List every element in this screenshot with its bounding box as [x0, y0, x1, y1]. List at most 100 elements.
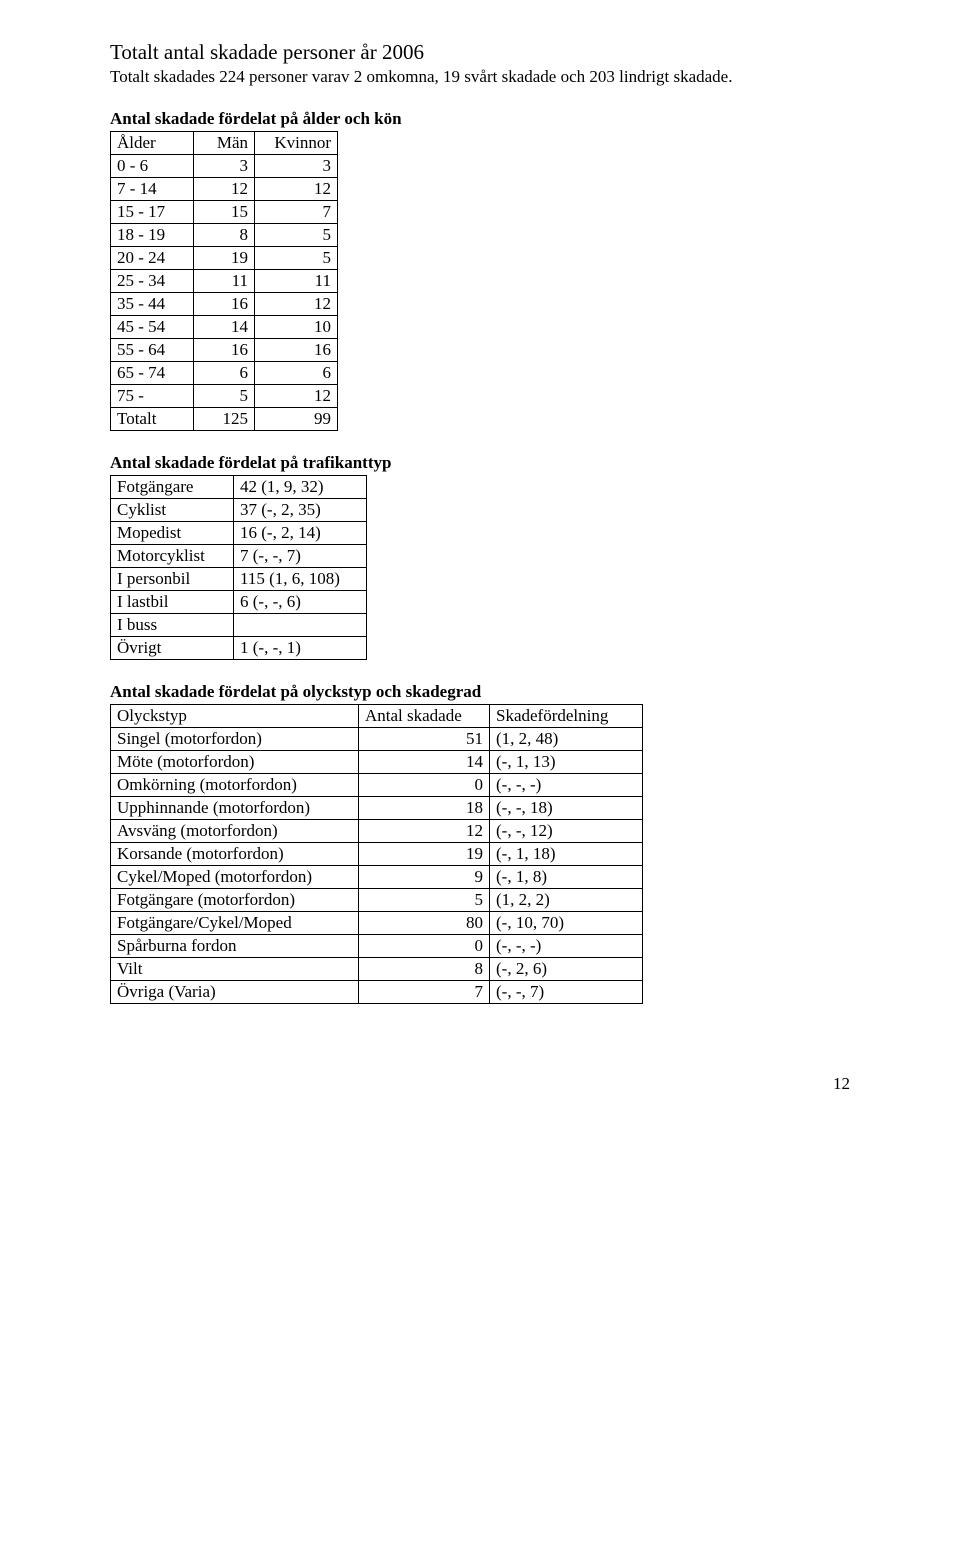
- table-cell: 16: [255, 339, 338, 362]
- table-cell: 3: [255, 155, 338, 178]
- table-cell: 5: [255, 224, 338, 247]
- table-cell: (-, -, -): [490, 935, 643, 958]
- table-row: 25 - 341111: [111, 270, 338, 293]
- table-cell: 51: [359, 728, 490, 751]
- table-row: 15 - 17157: [111, 201, 338, 224]
- table3-header: Antal skadade: [359, 705, 490, 728]
- table-cell: 19: [359, 843, 490, 866]
- table-row: Möte (motorfordon)14(-, 1, 13): [111, 751, 643, 774]
- table-row: Fotgängare42 (1, 9, 32): [111, 476, 367, 499]
- table-cell: Avsväng (motorfordon): [111, 820, 359, 843]
- table-cell: 80: [359, 912, 490, 935]
- table-cell: 7: [255, 201, 338, 224]
- table-cell: 12: [255, 293, 338, 316]
- table-row: Cykel/Moped (motorfordon)9(-, 1, 8): [111, 866, 643, 889]
- table-cell: 18: [359, 797, 490, 820]
- table-cell: 45 - 54: [111, 316, 194, 339]
- table-cell: 6 (-, -, 6): [234, 591, 367, 614]
- table-cell: 55 - 64: [111, 339, 194, 362]
- table-cell: 65 - 74: [111, 362, 194, 385]
- table-cell: 20 - 24: [111, 247, 194, 270]
- table-cell: 3: [194, 155, 255, 178]
- table-cell: 125: [194, 408, 255, 431]
- table-cell: 14: [359, 751, 490, 774]
- table-cell: 37 (-, 2, 35): [234, 499, 367, 522]
- table-cell: (-, -, 12): [490, 820, 643, 843]
- table-cell: Möte (motorfordon): [111, 751, 359, 774]
- table3-heading: Antal skadade fördelat på olyckstyp och …: [110, 682, 850, 702]
- table-cell: Fotgängare/Cykel/Moped: [111, 912, 359, 935]
- table-cell: Singel (motorfordon): [111, 728, 359, 751]
- table-cell: (-, 1, 18): [490, 843, 643, 866]
- table1-heading: Antal skadade fördelat på ålder och kön: [110, 109, 850, 129]
- table-cell: 42 (1, 9, 32): [234, 476, 367, 499]
- table-cell: 6: [255, 362, 338, 385]
- table-cell: 12: [255, 178, 338, 201]
- table-cell: 11: [255, 270, 338, 293]
- table3-header: Olyckstyp: [111, 705, 359, 728]
- table-row: Totalt12599: [111, 408, 338, 431]
- table-cell: 16: [194, 339, 255, 362]
- table-cell: 99: [255, 408, 338, 431]
- table-cell: (-, 1, 13): [490, 751, 643, 774]
- table-row: Spårburna fordon0(-, -, -): [111, 935, 643, 958]
- table-cell: Totalt: [111, 408, 194, 431]
- table-cell: 0: [359, 935, 490, 958]
- table-cell: 16: [194, 293, 255, 316]
- table-cell: [234, 614, 367, 637]
- table-cell: Cyklist: [111, 499, 234, 522]
- table-cell: 115 (1, 6, 108): [234, 568, 367, 591]
- table-cell: 75 -: [111, 385, 194, 408]
- table-cell: Fotgängare: [111, 476, 234, 499]
- table2-heading: Antal skadade fördelat på trafikanttyp: [110, 453, 850, 473]
- table-cell: 18 - 19: [111, 224, 194, 247]
- table-cell: 7 - 14: [111, 178, 194, 201]
- table-row: Omkörning (motorfordon)0(-, -, -): [111, 774, 643, 797]
- table-cell: 9: [359, 866, 490, 889]
- table-cell: Korsande (motorfordon): [111, 843, 359, 866]
- table-cell: (-, 10, 70): [490, 912, 643, 935]
- table-cell: 25 - 34: [111, 270, 194, 293]
- table-row: Korsande (motorfordon)19(-, 1, 18): [111, 843, 643, 866]
- table-cell: Omkörning (motorfordon): [111, 774, 359, 797]
- table-age-gender: ÅlderMänKvinnor0 - 6337 - 14121215 - 171…: [110, 131, 338, 431]
- table-cell: Cykel/Moped (motorfordon): [111, 866, 359, 889]
- page-number: 12: [110, 1074, 850, 1094]
- table-cell: 8: [359, 958, 490, 981]
- table-cell: Upphinnande (motorfordon): [111, 797, 359, 820]
- table-row: Mopedist16 (-, 2, 14): [111, 522, 367, 545]
- table-row: 20 - 24195: [111, 247, 338, 270]
- table-cell: 0: [359, 774, 490, 797]
- table-cell: Övriga (Varia): [111, 981, 359, 1004]
- table-cell: 6: [194, 362, 255, 385]
- table-cell: 35 - 44: [111, 293, 194, 316]
- table-cell: 1 (-, -, 1): [234, 637, 367, 660]
- table-row: 65 - 7466: [111, 362, 338, 385]
- table-cell: 5: [359, 889, 490, 912]
- table-cell: Motorcyklist: [111, 545, 234, 568]
- table-trafikanttyp: Fotgängare42 (1, 9, 32)Cyklist37 (-, 2, …: [110, 475, 367, 660]
- table-cell: 15: [194, 201, 255, 224]
- table-row: Singel (motorfordon)51(1, 2, 48): [111, 728, 643, 751]
- table-cell: I buss: [111, 614, 234, 637]
- table-row: I lastbil6 (-, -, 6): [111, 591, 367, 614]
- table3-header: Skadefördelning: [490, 705, 643, 728]
- table-cell: (-, -, 18): [490, 797, 643, 820]
- table-row: Fotgängare/Cykel/Moped80(-, 10, 70): [111, 912, 643, 935]
- table-row: 18 - 1985: [111, 224, 338, 247]
- table-cell: 0 - 6: [111, 155, 194, 178]
- table-row: Fotgängare (motorfordon)5(1, 2, 2): [111, 889, 643, 912]
- table-row: Avsväng (motorfordon)12(-, -, 12): [111, 820, 643, 843]
- table-cell: 10: [255, 316, 338, 339]
- table-cell: (1, 2, 2): [490, 889, 643, 912]
- table-row: Övriga (Varia)7(-, -, 7): [111, 981, 643, 1004]
- table-cell: (-, 2, 6): [490, 958, 643, 981]
- table1-header: Ålder: [111, 132, 194, 155]
- table-cell: 8: [194, 224, 255, 247]
- table-row: I buss: [111, 614, 367, 637]
- table-row: 45 - 541410: [111, 316, 338, 339]
- table-row: I personbil115 (1, 6, 108): [111, 568, 367, 591]
- table-cell: Mopedist: [111, 522, 234, 545]
- table-cell: I personbil: [111, 568, 234, 591]
- table-cell: 7 (-, -, 7): [234, 545, 367, 568]
